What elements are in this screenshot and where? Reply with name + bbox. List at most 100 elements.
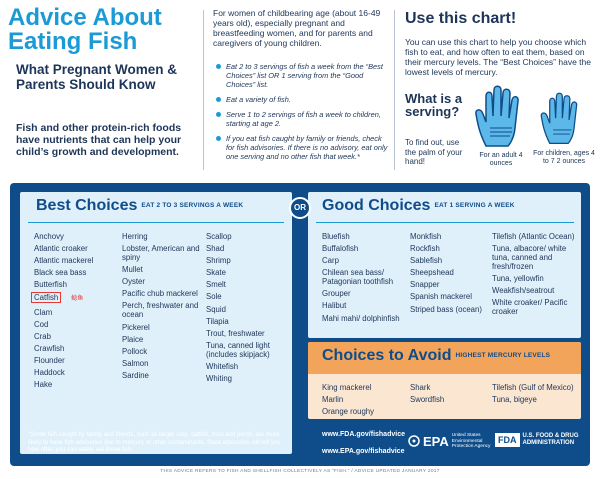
best-col-1: Anchovy Atlantic croaker Atlantic macker…	[31, 232, 120, 392]
fish-item: Crawfish	[34, 343, 65, 353]
fish-item: Black sea bass	[34, 268, 87, 278]
fish-item-catfish: Catfish 鲶鱼	[31, 292, 120, 304]
serving-question: What is a serving?	[405, 91, 463, 119]
tip-item: Eat a variety of fish.	[214, 95, 392, 104]
fish-item: Marlin	[322, 395, 344, 405]
audience-text: For women of childbearing age (about 16-…	[213, 8, 381, 48]
catfish-highlight: Catfish	[31, 292, 62, 304]
divider	[28, 222, 284, 223]
fish-item: Pacific chub mackerel	[122, 289, 198, 299]
fish-item: Tuna, bigeye	[492, 395, 537, 405]
or-badge: OR	[289, 197, 311, 219]
divider	[394, 10, 395, 170]
fish-item: Sardine	[122, 370, 149, 380]
fish-item: Mullet	[122, 265, 143, 275]
epa-fishadvice-link[interactable]: www.EPA.gov/fishadvice	[322, 448, 405, 455]
avoid-col-2: Shark Swordfish	[410, 383, 488, 407]
good-choices-heading: Good Choices EAT 1 SERVING A WEEK	[322, 197, 515, 214]
fish-item: Plaice	[122, 334, 144, 344]
fish-item: Shrimp	[206, 256, 231, 266]
nutrients-statement: Fish and other protein-rich foods have n…	[16, 122, 182, 158]
best-choices-heading: Best Choices EAT 2 TO 3 SERVINGS A WEEK	[36, 197, 244, 214]
fish-item: King mackerel	[322, 383, 372, 392]
adult-serving-label: For an adult 4 ounces	[479, 152, 523, 167]
fish-item: Haddock	[34, 368, 65, 378]
fish-item: Clam	[34, 307, 53, 317]
good-col-1: Bluefish Buffalofish Carp Chilean sea ba…	[322, 232, 406, 326]
footnote: *Some fish caught by family and friends,…	[28, 432, 281, 453]
fda-wordmark: FDA	[495, 433, 520, 447]
fish-item: Scallop	[206, 232, 232, 241]
tip-item: Eat 2 to 3 servings of fish a week from …	[214, 62, 392, 89]
fda-fishadvice-link[interactable]: www.FDA.gov/fishadvice	[322, 431, 405, 438]
fish-item: Tuna, yellowfin	[492, 274, 544, 284]
epa-wordmark: EPA	[423, 433, 449, 449]
fish-item: Sheepshead	[410, 268, 454, 278]
epa-flower-icon	[408, 435, 420, 447]
fish-item: Swordfish	[410, 395, 445, 405]
fish-item: Pollock	[122, 346, 148, 356]
fish-item: Tilapia	[206, 316, 229, 326]
child-serving-label: For children, ages 4 to 7 2 ounces	[533, 150, 595, 165]
fda-agency-name: U.S. FOOD & DRUG ADMINISTRATION	[522, 433, 579, 446]
avoid-header-bar	[308, 342, 581, 374]
good-choices-box	[308, 192, 581, 338]
fish-item: Striped bass (ocean)	[410, 304, 482, 314]
fish-item: Oyster	[122, 277, 145, 287]
tip-item: Serve 1 to 2 servings of fish a week to …	[214, 110, 392, 128]
fish-item: Buffalofish	[322, 244, 359, 254]
use-chart-title: Use this chart!	[405, 10, 517, 27]
fish-item: Salmon	[122, 358, 149, 368]
fish-item: Smelt	[206, 280, 226, 290]
fish-item: Halibut	[322, 301, 347, 311]
fish-item: Spanish mackerel	[410, 292, 472, 302]
fish-item: Flounder	[34, 355, 65, 365]
fish-item: Mahi mahi/ dolphinfish	[322, 313, 400, 323]
fish-item: Orange roughy	[322, 407, 375, 417]
fish-item: Tilefish (Gulf of Mexico)	[492, 383, 574, 392]
tips-list: Eat 2 to 3 servings of fish a week from …	[214, 62, 392, 167]
fish-item: Chilean sea bass/ Patagonian toothfish	[322, 268, 394, 287]
good-col-2: Monkfish Rockfish Sablefish Sheepshead S…	[410, 232, 488, 317]
fish-item: Shark	[410, 383, 431, 392]
fish-item: Anchovy	[34, 232, 64, 241]
fish-item: Shad	[206, 244, 225, 254]
fish-item: White croaker/ Pacific croaker	[492, 298, 568, 317]
fish-item: Pickerel	[122, 322, 150, 332]
tip-item: If you eat fish caught by family or frie…	[214, 134, 392, 161]
page-subtitle: What Pregnant Women & Parents Should Kno…	[16, 62, 178, 92]
use-chart-text: You can use this chart to help you choos…	[405, 37, 591, 77]
fish-item: Squid	[206, 304, 226, 314]
divider	[316, 222, 574, 223]
fish-item: Whitefish	[206, 361, 239, 371]
avoid-choices-heading: Choices to Avoid HIGHEST MERCURY LEVELS	[322, 347, 551, 364]
good-col-3: Tilefish (Atlantic Ocean) Tuna, albacore…	[492, 232, 578, 319]
fish-item: Snapper	[410, 280, 440, 290]
fish-item: Herring	[122, 232, 148, 241]
fish-item: Grouper	[322, 289, 351, 299]
avoid-col-3: Tilefish (Gulf of Mexico) Tuna, bigeye	[492, 383, 578, 407]
fish-item: Rockfish	[410, 244, 440, 254]
catfish-annotation: 鲶鱼	[71, 296, 84, 303]
best-col-2: Herring Lobster, American and spiny Mull…	[122, 232, 206, 383]
fish-item: Crab	[34, 331, 51, 341]
fish-item: Perch, freshwater and ocean	[122, 301, 199, 320]
fish-item: Atlantic croaker	[34, 244, 88, 254]
fish-item: Butterfish	[34, 280, 67, 290]
fda-logo: FDA U.S. FOOD & DRUG ADMINISTRATION	[495, 433, 583, 447]
palm-text: To find out, use the palm of your hand!	[405, 138, 463, 166]
adult-hand-icon	[475, 85, 519, 147]
fish-item: Weakfish/seatrout	[492, 286, 555, 296]
fish-item: Sole	[206, 292, 222, 302]
page-title: Advice About Eating Fish	[8, 4, 162, 55]
avoid-col-1: King mackerel Marlin Orange roughy	[322, 383, 406, 419]
fish-item: Trout, freshwater	[206, 328, 265, 338]
fish-item: Sablefish	[410, 256, 443, 266]
best-choices-box	[20, 192, 292, 454]
fish-item: Bluefish	[322, 232, 350, 241]
epa-logo: EPA United States Environmental Protecti…	[408, 433, 498, 450]
divider	[203, 10, 204, 170]
fish-item: Carp	[322, 256, 339, 266]
epa-agency-name: United States Environmental Protection A…	[451, 433, 491, 449]
child-hand-icon	[540, 92, 578, 144]
